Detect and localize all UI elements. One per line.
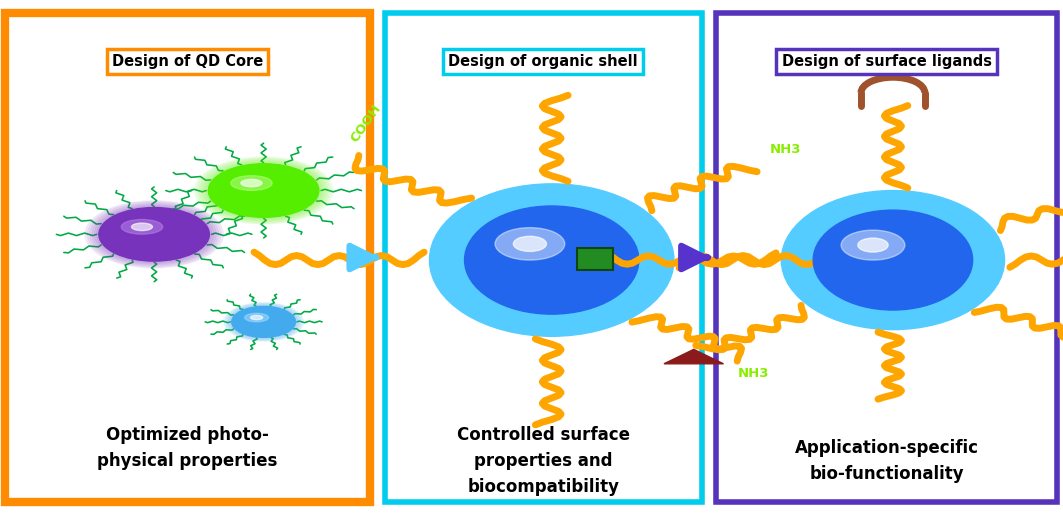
Ellipse shape <box>244 313 269 322</box>
FancyBboxPatch shape <box>385 13 702 502</box>
Ellipse shape <box>85 201 223 268</box>
Ellipse shape <box>781 191 1005 330</box>
Ellipse shape <box>95 205 214 263</box>
Ellipse shape <box>465 206 639 314</box>
Ellipse shape <box>202 161 326 220</box>
Ellipse shape <box>813 210 973 310</box>
Text: COOH: COOH <box>348 102 384 145</box>
Ellipse shape <box>121 219 163 234</box>
Ellipse shape <box>858 238 888 252</box>
Ellipse shape <box>251 315 263 320</box>
Text: Design of QD Core: Design of QD Core <box>112 54 264 70</box>
Polygon shape <box>664 349 724 364</box>
FancyBboxPatch shape <box>577 248 613 270</box>
Text: Design of organic shell: Design of organic shell <box>449 54 638 70</box>
Ellipse shape <box>241 179 261 187</box>
Ellipse shape <box>230 305 298 339</box>
Ellipse shape <box>227 304 300 339</box>
Ellipse shape <box>495 228 564 260</box>
Ellipse shape <box>97 207 212 262</box>
Text: NH3: NH3 <box>738 367 770 380</box>
Ellipse shape <box>231 176 272 191</box>
Ellipse shape <box>204 162 323 219</box>
Ellipse shape <box>132 223 152 231</box>
Text: NH3: NH3 <box>770 143 802 156</box>
Ellipse shape <box>92 204 217 265</box>
Ellipse shape <box>99 208 209 261</box>
Ellipse shape <box>841 230 905 260</box>
Text: Controlled surface
properties and
biocompatibility: Controlled surface properties and biocom… <box>457 425 629 496</box>
Ellipse shape <box>199 159 328 222</box>
Text: Optimized photo-
physical properties: Optimized photo- physical properties <box>98 426 277 470</box>
Ellipse shape <box>89 203 219 266</box>
FancyBboxPatch shape <box>716 13 1057 502</box>
Ellipse shape <box>87 202 221 267</box>
Ellipse shape <box>225 303 302 340</box>
Ellipse shape <box>208 164 319 217</box>
Ellipse shape <box>231 306 297 338</box>
Ellipse shape <box>232 306 296 337</box>
Text: Application-specific
bio-functionality: Application-specific bio-functionality <box>794 439 979 483</box>
Ellipse shape <box>206 163 321 218</box>
Text: Design of surface ligands: Design of surface ligands <box>781 54 992 70</box>
FancyBboxPatch shape <box>5 13 370 502</box>
Ellipse shape <box>513 236 546 251</box>
Ellipse shape <box>197 158 331 223</box>
Ellipse shape <box>224 303 304 341</box>
Ellipse shape <box>195 157 333 224</box>
Ellipse shape <box>226 304 301 340</box>
Ellipse shape <box>429 184 674 336</box>
